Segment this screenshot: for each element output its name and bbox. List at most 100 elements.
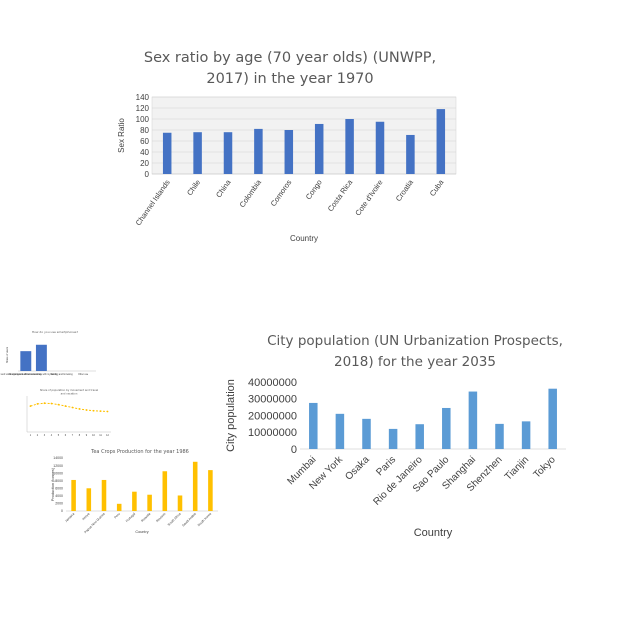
bar [71,479,76,511]
data-point [36,403,39,405]
x-tick-label: 4 [51,434,53,437]
x-tick-label: Reunion [155,512,166,523]
city-population-chart-svg: City population (UN Urbanization Prospec… [225,333,566,539]
chart-smartphone-survey: How do you use smartphones? Music and vid… [0,325,110,390]
series-line [30,402,108,412]
x-tick-label: Chile [185,178,202,197]
data-point [85,409,88,411]
x-tick-label: South Korea [197,512,213,528]
chart-city-population: City population (UN Urbanization Prospec… [0,300,640,560]
bar [101,479,107,511]
x-tick-label: 9 [86,434,88,437]
x-tick-label: 11 [99,434,102,437]
x-tick-label: South Africa [167,512,182,527]
y-tick-label: 40000000 [248,377,297,389]
x-tick-label: Croatia [394,177,416,203]
x-tick-label: Tokyo [532,454,559,481]
x-tick-label: Tianjin [503,454,531,482]
y-tick-label: 0 [145,170,150,179]
data-point [106,410,109,413]
data-point [78,408,81,410]
bar [495,423,504,449]
bar [162,132,172,174]
x-tick-label: Cote d'Ivoire [353,178,384,217]
y-tick-label: 80 [140,126,149,135]
x-tick-label: Gaming and browsing [50,373,73,376]
x-tick-label: Shopping and social networking [9,373,42,376]
y-tick-label: 10000000 [248,427,297,439]
chart-tea-crops: Tea Crops Production for the year 1986 0 2… [40,440,220,550]
data-point [99,410,102,413]
chart-title-line: Share of population by movement and trav… [40,388,99,392]
chart-title-line: 2018) for the year 2035 [334,354,496,370]
y-tick-label: 120 [136,104,150,113]
x-tick-label: Peru [113,512,121,520]
bar [208,470,213,511]
data-point [43,402,46,405]
x-tick-label: To communicate with my family [25,373,58,376]
plot-area [151,96,457,175]
x-tick-label: Kenya [81,512,90,521]
y-axis-title: City population [225,379,237,452]
x-tick-label: 1 [30,434,32,437]
y-tick-label: 40 [140,148,149,157]
sex-ratio-chart-svg: Sex ratio by age (70 year olds) (UNWPP, 2… [117,50,457,243]
x-tick-label: 12 [106,434,109,437]
bar [86,488,92,511]
y-tick-label: 6000 [55,487,63,491]
bar [388,428,398,449]
y-axis-title: Share of users [6,346,9,363]
y-tick-label: 30000000 [248,394,297,406]
tea-crops-chart-svg: Tea Crops Production for the year 1986 0 2… [51,449,218,534]
y-tick-label: 14000 [53,456,63,460]
y-tick-label: 8000 [55,479,63,483]
y-axis-title: Sex Ratio [117,118,126,153]
x-tick-label: 6 [65,434,67,437]
x-tick-label: Rwanda [140,512,151,523]
y-tick-label: 140 [136,93,150,102]
chart-title-line: City population (UN Urbanization Prospec… [267,333,563,349]
smartphone-survey-chart-svg: How do you use smartphones? Music and vid… [0,330,96,376]
x-tick-label: Channel Islands [134,178,172,227]
bar [177,495,183,511]
y-tick-label: 2000 [55,502,63,506]
bar [35,344,47,371]
bar [132,491,137,511]
bar [375,121,385,174]
x-tick-label: Music and video entertainment [0,373,26,376]
data-point [50,402,53,405]
bar [521,421,531,449]
data-point [64,405,67,407]
y-tick-label: 20000000 [248,410,297,422]
bar [442,407,451,449]
bar [335,413,345,449]
x-tick-label: 5 [58,434,60,437]
bar [116,503,122,511]
y-tick-label: 10000 [53,471,63,475]
y-tick-label: 20 [140,159,149,168]
x-tick-label: Costa Rica [326,177,355,213]
data-point [57,403,60,406]
x-tick-label: Cuba [428,177,446,198]
bar [162,471,168,511]
bar [415,424,424,449]
y-axis-title: Production (tonnes) [51,467,55,501]
y-tick-label: 4000 [55,494,63,498]
chart-title-line: Tea Crops Production for the year 1986 [90,449,189,455]
bar [193,132,202,174]
chart-trend-line: Share of population by movement and trav… [15,388,115,440]
trend-line-chart-svg: Share of population by movement and trav… [26,388,111,437]
bar [254,128,263,174]
bar [284,130,294,174]
bar [309,402,318,449]
y-tick-label: 100 [136,115,150,124]
chart-title-line: How do you use smartphones? [32,330,79,334]
y-tick-label: 12000 [53,464,63,468]
x-tick-label: Portugal [125,512,136,523]
x-tick-label: Jamaica [64,512,75,523]
chart-title-line: and vacation [61,392,78,396]
data-point [29,405,32,407]
bar [406,134,415,174]
x-tick-label: Osaka [343,454,372,483]
y-tick-label: 60 [140,137,149,146]
